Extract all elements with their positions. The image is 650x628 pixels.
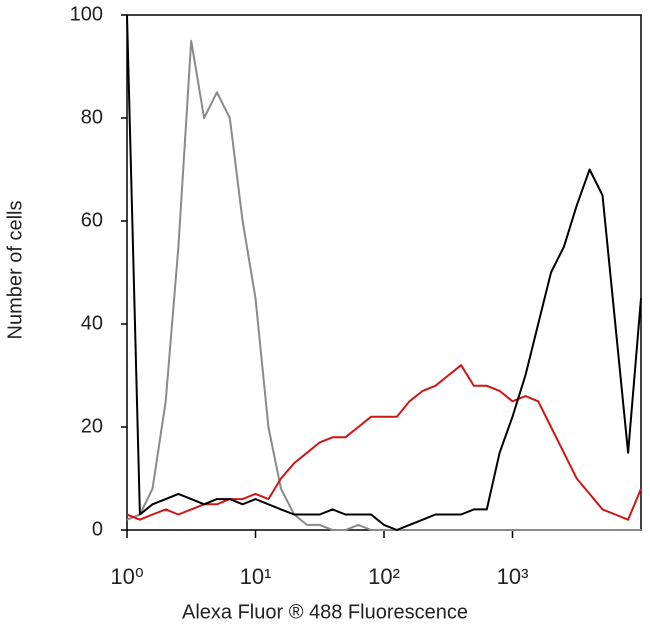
- y-axis-label: Number of cells: [4, 201, 26, 340]
- y-tick-label: 0: [92, 518, 103, 540]
- y-tick-label: 40: [81, 312, 103, 334]
- series-line: [126, 364, 642, 521]
- y-tick-label: 80: [81, 106, 103, 128]
- y-tick-label: 100: [70, 3, 103, 25]
- y-tick-label: 20: [81, 415, 103, 437]
- x-tick-label: 10¹: [240, 564, 272, 589]
- series-line: [126, 14, 642, 531]
- x-tick-label: 10³: [497, 564, 529, 589]
- series-line: [126, 39, 641, 531]
- x-axis-label: Alexa Fluor ® 488 Fluorescence: [182, 601, 468, 623]
- x-tick-label: 10⁰: [110, 564, 143, 589]
- x-tick-label: 10²: [368, 564, 400, 589]
- y-tick-label: 60: [81, 209, 103, 231]
